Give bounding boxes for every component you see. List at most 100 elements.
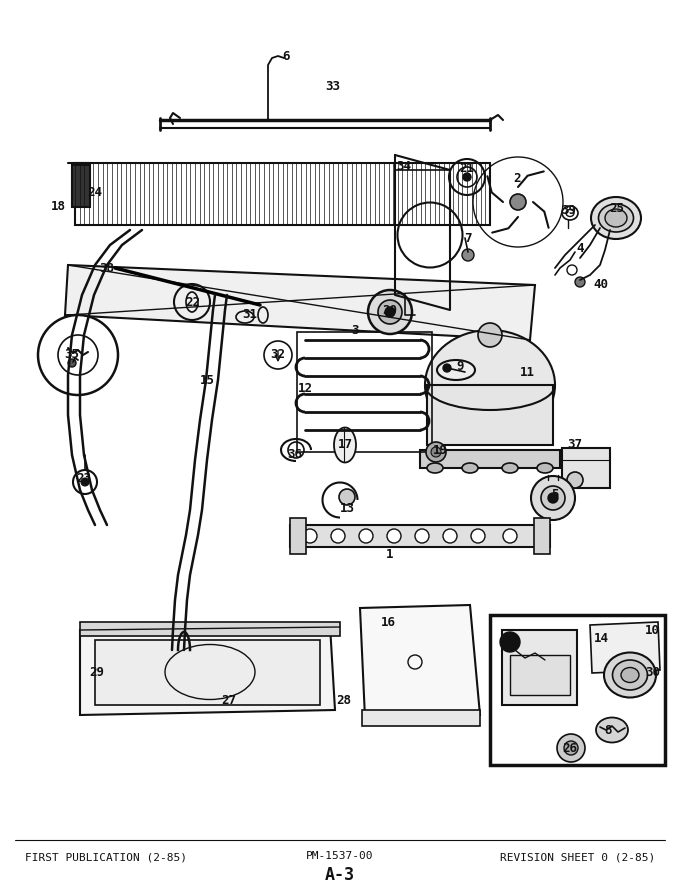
Circle shape: [378, 300, 402, 324]
Circle shape: [359, 529, 373, 543]
Circle shape: [387, 529, 401, 543]
Circle shape: [426, 442, 446, 462]
Bar: [75, 163, 490, 225]
Circle shape: [567, 472, 583, 488]
Bar: [420, 450, 560, 468]
Polygon shape: [80, 625, 335, 715]
Text: 17: 17: [337, 439, 352, 451]
Text: 36: 36: [288, 449, 303, 462]
Circle shape: [510, 194, 526, 210]
Text: 16: 16: [381, 617, 396, 629]
Ellipse shape: [537, 463, 553, 473]
Bar: [502, 630, 577, 705]
Text: 12: 12: [298, 382, 313, 394]
Text: 28: 28: [337, 693, 352, 707]
Circle shape: [531, 476, 575, 520]
Ellipse shape: [425, 330, 555, 440]
Circle shape: [415, 529, 429, 543]
Text: 11: 11: [520, 366, 534, 378]
Text: 34: 34: [396, 160, 411, 174]
Circle shape: [431, 447, 441, 457]
Bar: [534, 518, 550, 554]
Text: 27: 27: [222, 693, 237, 707]
Bar: [95, 640, 320, 705]
Bar: [427, 385, 553, 445]
Text: 6: 6: [282, 51, 290, 63]
Text: 10: 10: [645, 624, 660, 636]
Text: 39: 39: [562, 204, 577, 216]
Circle shape: [368, 290, 412, 334]
Bar: [290, 525, 550, 547]
Text: 30: 30: [645, 666, 660, 678]
Ellipse shape: [596, 717, 628, 742]
Circle shape: [541, 486, 565, 510]
Polygon shape: [360, 605, 480, 718]
Text: 21: 21: [460, 161, 475, 174]
Text: 7: 7: [464, 231, 472, 245]
Bar: [290, 518, 306, 554]
Text: 4: 4: [576, 241, 583, 255]
Circle shape: [557, 734, 585, 762]
Text: 38: 38: [99, 262, 114, 274]
Ellipse shape: [591, 197, 641, 239]
Text: 18: 18: [50, 200, 65, 214]
Circle shape: [478, 323, 502, 347]
Text: 1: 1: [386, 548, 394, 562]
Text: 8: 8: [605, 724, 612, 737]
Ellipse shape: [598, 204, 634, 232]
Text: REVISION SHEET 0 (2-85): REVISION SHEET 0 (2-85): [500, 853, 655, 863]
Ellipse shape: [437, 360, 475, 380]
Bar: [490, 615, 665, 765]
Text: 9: 9: [456, 360, 464, 374]
Circle shape: [303, 529, 317, 543]
Circle shape: [331, 529, 345, 543]
Text: 14: 14: [594, 632, 609, 644]
Text: 23: 23: [76, 472, 92, 484]
Circle shape: [443, 364, 451, 372]
Circle shape: [471, 529, 485, 543]
Circle shape: [463, 173, 471, 181]
Polygon shape: [590, 622, 660, 673]
Bar: [72, 165, 90, 207]
Text: 40: 40: [594, 279, 609, 292]
Text: 26: 26: [562, 741, 577, 755]
Circle shape: [575, 277, 585, 287]
Text: 31: 31: [243, 309, 258, 321]
Ellipse shape: [605, 209, 627, 227]
Text: 37: 37: [568, 439, 583, 451]
Text: 3: 3: [352, 323, 359, 336]
Text: PM-1537-00: PM-1537-00: [306, 851, 374, 861]
Circle shape: [500, 632, 520, 652]
Ellipse shape: [621, 668, 639, 683]
Circle shape: [564, 741, 578, 755]
Polygon shape: [65, 265, 535, 340]
Text: 35: 35: [65, 349, 80, 361]
Circle shape: [81, 478, 89, 486]
Circle shape: [548, 493, 558, 503]
Text: 5: 5: [551, 489, 559, 501]
Ellipse shape: [462, 463, 478, 473]
Text: 13: 13: [339, 503, 354, 515]
Text: A-3: A-3: [325, 866, 355, 884]
Ellipse shape: [334, 427, 356, 463]
Circle shape: [385, 307, 395, 317]
Circle shape: [38, 315, 118, 395]
Text: 29: 29: [90, 666, 105, 678]
Text: 2: 2: [513, 172, 521, 184]
Text: FIRST PUBLICATION (2-85): FIRST PUBLICATION (2-85): [25, 853, 187, 863]
Bar: [297, 332, 432, 452]
Text: 20: 20: [382, 303, 398, 317]
Circle shape: [443, 529, 457, 543]
Text: 25: 25: [609, 201, 624, 214]
Bar: [510, 655, 570, 695]
Circle shape: [503, 529, 517, 543]
Bar: [562, 448, 610, 488]
Text: 32: 32: [271, 349, 286, 361]
Ellipse shape: [613, 660, 647, 690]
Ellipse shape: [502, 463, 518, 473]
Bar: [362, 710, 480, 726]
Text: 15: 15: [199, 374, 214, 386]
Text: 22: 22: [186, 295, 201, 309]
Text: 24: 24: [88, 185, 103, 198]
Text: 33: 33: [326, 80, 341, 93]
